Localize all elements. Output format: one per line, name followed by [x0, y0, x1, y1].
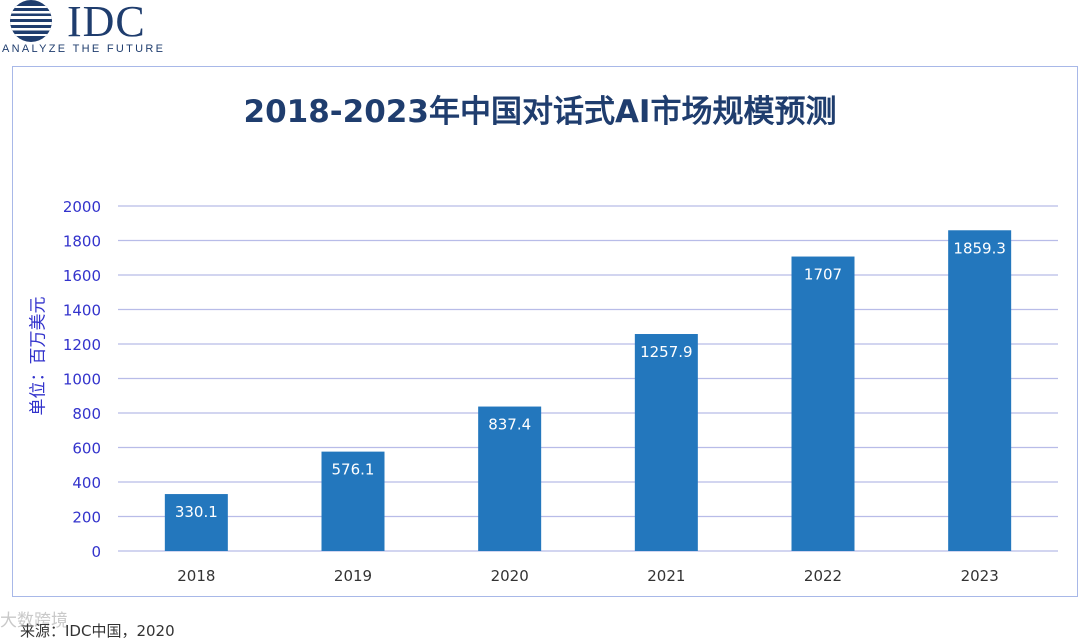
y-tick-label: 1800: [63, 233, 101, 251]
watermark: 大数跨境: [0, 611, 68, 631]
y-tick-label: 1200: [63, 336, 101, 354]
y-tick-label: 800: [72, 405, 101, 423]
y-tick-label: 0: [91, 543, 101, 561]
data-label: 1859.3: [953, 239, 1006, 257]
y-tick-label: 200: [72, 509, 101, 527]
y-tick-label: 1400: [63, 302, 101, 320]
bar: [478, 406, 542, 551]
chart-title: 2018-2023年中国对话式AI市场规模预测: [243, 94, 837, 130]
y-tick-label: 400: [72, 474, 101, 492]
data-label: 837.4: [488, 416, 531, 434]
y-tick-label: 2000: [63, 198, 101, 216]
bar: [321, 451, 385, 551]
x-tick-label: 2018: [177, 567, 215, 585]
idc-logo: IDC ANALYZE THE FUTURE: [0, 0, 170, 60]
x-tick-label: 2020: [491, 567, 529, 585]
source-note: 来源：IDC中国，2020: [20, 622, 175, 640]
x-tick-label: 2023: [961, 567, 999, 585]
data-label: 330.1: [175, 503, 218, 521]
logo-wordmark: IDC: [67, 0, 146, 46]
y-tick-label: 600: [72, 440, 101, 458]
bar: [791, 256, 855, 551]
y-tick-label: 1000: [63, 371, 101, 389]
data-label: 1707: [804, 266, 842, 284]
data-label: 576.1: [332, 461, 375, 479]
globe-icon: [10, 0, 52, 42]
chart-frame: [12, 66, 1078, 597]
bar: [634, 334, 698, 551]
logo-tagline: ANALYZE THE FUTURE: [2, 43, 166, 55]
x-tick-label: 2019: [334, 567, 372, 585]
bar: [948, 230, 1012, 551]
x-tick-label: 2021: [647, 567, 685, 585]
x-tick-label: 2022: [804, 567, 842, 585]
y-tick-label: 1600: [63, 267, 101, 285]
data-label: 1257.9: [640, 343, 693, 361]
bar: [164, 494, 228, 551]
